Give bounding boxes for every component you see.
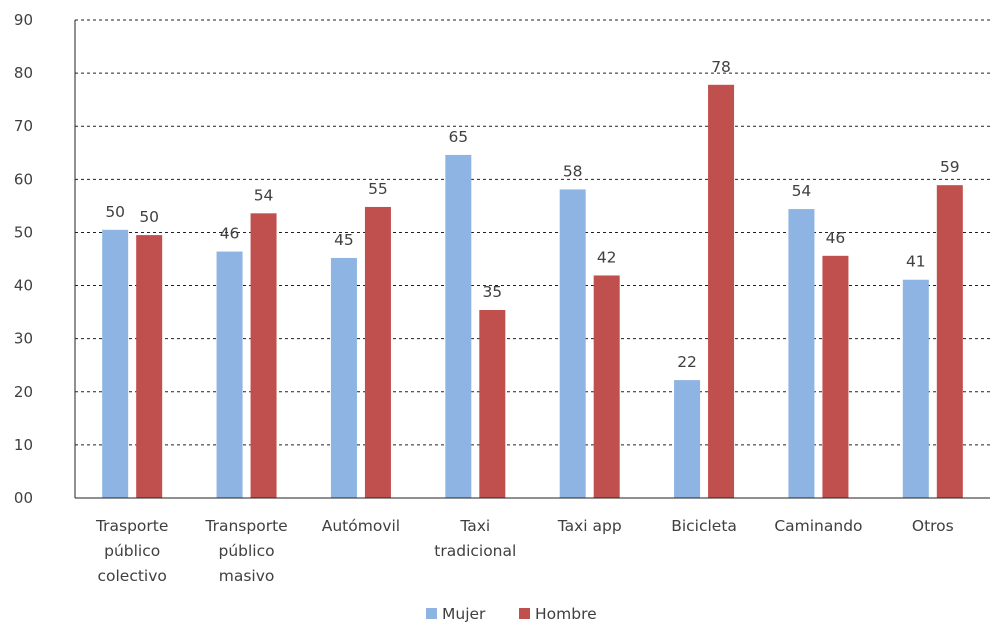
data-labels: 50 50 46 54 45 55 65 35 58 42 22 78 54 46 41 59 — [105, 58, 959, 371]
x-axis: Trasporte público colectivo Transporte públi… — [75, 497, 990, 585]
data-label: 41 — [906, 253, 926, 271]
data-label: 46 — [826, 229, 846, 247]
y-tick-label: 30 — [14, 330, 33, 348]
bar-hombre — [364, 206, 391, 498]
y-tick-label: 50 — [14, 223, 33, 241]
bar-mujer — [902, 279, 929, 498]
x-tick-label-line: Taxi app — [557, 517, 622, 535]
y-tick-label: 70 — [14, 117, 33, 135]
bar-hombre — [250, 213, 277, 498]
x-tick-label: Trasporte público colectivo — [95, 517, 168, 585]
y-tick-label: 10 — [14, 436, 33, 454]
legend-swatch-hombre — [519, 608, 530, 619]
legend-label-hombre: Hombre — [535, 605, 597, 623]
data-label: 45 — [334, 231, 354, 249]
y-tick-label: 20 — [14, 383, 33, 401]
y-axis: 00 10 20 30 40 50 60 70 80 90 — [14, 11, 76, 507]
data-label: 50 — [105, 203, 125, 221]
y-tick-label: 40 — [14, 277, 33, 295]
data-label: 59 — [940, 158, 960, 176]
x-tick-label: Caminando — [774, 517, 862, 535]
x-tick-label-line: tradicional — [434, 542, 516, 560]
x-tick-label-line: Transporte — [204, 517, 287, 535]
y-tick-label: 80 — [14, 64, 33, 82]
data-label: 46 — [220, 225, 240, 243]
bar-mujer — [330, 257, 357, 498]
x-tick-label-line: Taxi — [459, 517, 490, 535]
data-label: 22 — [677, 353, 697, 371]
x-tick-label-line: masivo — [219, 567, 275, 585]
data-label: 65 — [448, 128, 468, 146]
x-tick-label-line: Caminando — [774, 517, 862, 535]
y-tick-label: 00 — [14, 489, 33, 507]
data-label: 55 — [368, 180, 388, 198]
x-tick-label-line: Bicicleta — [671, 517, 737, 535]
data-label: 50 — [139, 208, 159, 226]
x-tick-label-line: Trasporte — [95, 517, 168, 535]
bar-mujer — [674, 380, 701, 498]
data-label: 78 — [711, 58, 731, 76]
data-label: 54 — [254, 186, 274, 204]
data-label: 54 — [792, 182, 812, 200]
legend-label-mujer: Mujer — [442, 605, 486, 623]
bar-hombre — [593, 275, 620, 498]
bar-mujer — [445, 154, 472, 498]
bar-mujer — [559, 189, 586, 498]
bars — [102, 84, 963, 499]
gridlines — [75, 19, 990, 446]
bar-hombre — [479, 309, 506, 498]
bar-mujer — [216, 251, 243, 498]
data-label: 35 — [482, 283, 502, 301]
x-tick-label: Taxi tradicional — [434, 517, 516, 560]
x-tick-label: Taxi app — [557, 517, 622, 535]
bar-mujer — [788, 209, 815, 498]
y-tick-label: 90 — [14, 11, 33, 29]
legend: Mujer Hombre — [426, 605, 597, 623]
y-tick-label: 60 — [14, 170, 33, 188]
x-tick-label-line: colectivo — [97, 567, 166, 585]
x-tick-label: Autómovil — [322, 517, 400, 535]
x-tick-label: Bicicleta — [671, 517, 737, 535]
x-tick-label-line: público — [219, 542, 275, 560]
x-tick-label: Otros — [912, 517, 954, 535]
bar-hombre — [708, 84, 735, 498]
bar-mujer — [102, 229, 129, 499]
legend-swatch-mujer — [426, 608, 437, 619]
bar-hombre — [822, 255, 849, 498]
data-label: 58 — [563, 162, 583, 180]
x-tick-label-line: Otros — [912, 517, 954, 535]
data-label: 42 — [597, 248, 617, 266]
x-tick-label: Transporte público masivo — [204, 517, 287, 585]
x-tick-label-line: Autómovil — [322, 517, 400, 535]
x-tick-label-line: público — [104, 542, 160, 560]
bar-hombre — [136, 235, 163, 498]
bar-hombre — [936, 185, 963, 499]
